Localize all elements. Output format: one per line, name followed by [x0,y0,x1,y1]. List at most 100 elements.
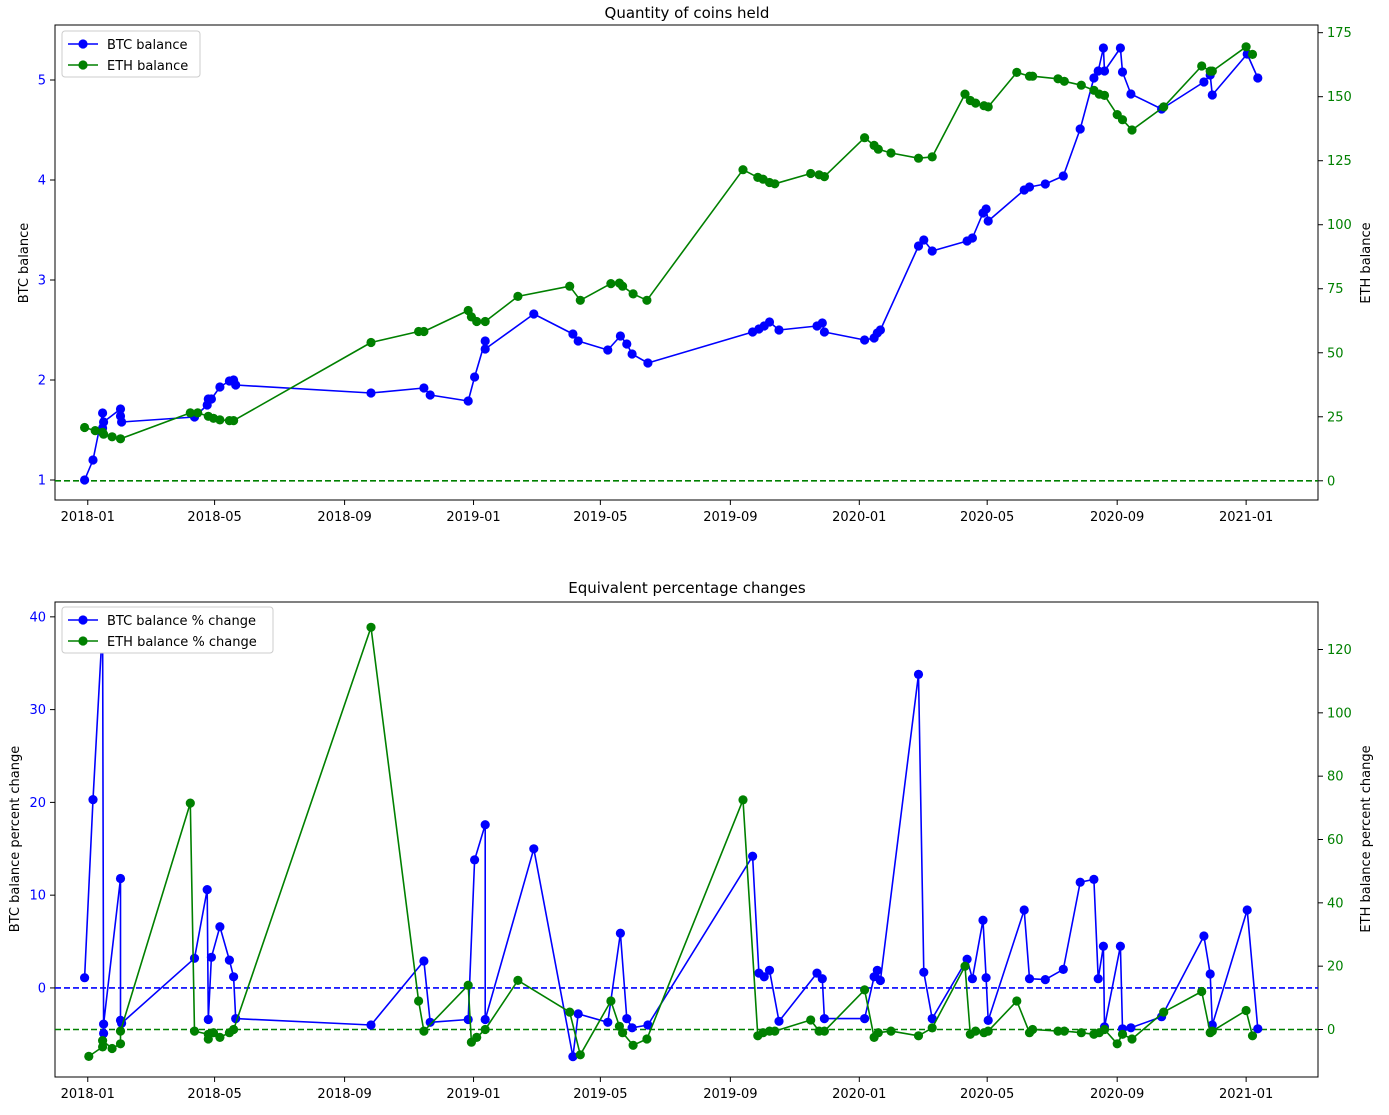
data-point [1126,1023,1136,1033]
data-point [806,1015,816,1025]
data-point [983,102,993,112]
data-point [419,383,429,393]
data-point [774,1016,784,1026]
data-point [919,235,929,245]
data-point [115,1039,126,1049]
data-point [1089,874,1099,885]
y-tick-label-right: 75 [1327,282,1344,297]
data-point [575,1050,585,1060]
data-point [419,326,429,337]
data-point [565,281,575,291]
data-point [618,1028,628,1038]
data-point [642,1034,652,1044]
data-point [962,954,972,964]
data-point [1205,969,1215,979]
x-tick-label: 2019-09 [703,1087,757,1102]
data-point [1099,90,1110,100]
data-point [1040,975,1050,985]
legend: BTC balance ETH balance [61,30,201,78]
y-tick-label-right: 175 [1327,26,1352,41]
data-point [1040,179,1050,189]
data-point [606,996,616,1006]
data-point [618,281,628,291]
data-point [229,972,239,982]
data-point [770,179,780,189]
data-point [774,325,784,335]
data-point [1112,1039,1122,1049]
legend-marker-eth [78,60,88,70]
data-point [185,798,195,808]
legend-label-eth: ETH balance [107,59,188,74]
data-point [860,335,870,345]
data-point [529,309,539,319]
legend-label-btc: BTC balance [107,38,188,53]
data-point [927,152,937,162]
data-point [770,1026,780,1036]
data-point [529,844,539,854]
data-point [1075,877,1085,887]
data-point [927,246,937,256]
data-point [927,1014,937,1024]
plot-area: 2018-01 2018-05 2018-09 2019-01 2019-05 2019-… [38,24,1352,525]
data-point [642,295,652,305]
y-tick-label-left: 5 [38,74,46,89]
percent-change-panel: Equivalent percentage changes BTC balanc… [8,579,1374,1102]
data-point [425,390,435,400]
data-point [806,168,816,179]
data-point [99,1019,109,1029]
y-tick-label-right: 50 [1327,346,1344,361]
data-point [627,349,637,359]
data-point [860,133,870,143]
data-point [764,317,775,327]
data-point [463,980,473,990]
data-point [1089,73,1099,83]
right-axis-label: ETH balance [1359,222,1374,303]
series-eth [80,42,1258,444]
chart-title: Quantity of coins held [605,4,770,22]
data-point [206,394,216,404]
data-point [1247,49,1258,60]
data-point [80,475,90,485]
x-tick-label: 2020-05 [960,1087,1014,1102]
data-point [90,426,100,436]
data-point [480,316,490,327]
data-point [860,985,870,995]
y-tick-label-right: 20 [1327,960,1344,975]
data-point [1207,1026,1217,1036]
data-point [117,417,127,427]
data-point [215,415,225,425]
data-point [193,408,203,418]
series-line [88,626,1254,1058]
data-point [366,337,376,348]
data-point [203,1014,213,1025]
data-point [98,1042,108,1052]
x-tick-label: 2020-09 [1090,1087,1144,1102]
data-point [819,172,830,182]
data-point [643,358,653,368]
x-tick-label: 2018-09 [317,510,371,525]
data-point [603,1017,613,1027]
data-point [1117,115,1128,125]
x-tick-label: 2020-01 [832,1087,886,1102]
data-point [229,416,239,426]
y-tick-label-right: 0 [1327,1023,1335,1038]
data-point [1241,1005,1251,1016]
y-tick-label-left: 0 [38,981,46,996]
data-point [189,1026,200,1036]
legend-label-eth: ETH balance % change [107,635,257,650]
data-point [231,380,241,390]
data-point [1115,43,1125,53]
data-point [913,241,924,251]
data-point [480,336,490,346]
left-axis-label: BTC balance [17,223,32,304]
x-tick-label: 2020-05 [960,510,1014,525]
data-point [1076,1028,1086,1038]
right-axis-label: ETH balance percent change [1359,745,1374,932]
y-tick-label-right: 120 [1327,643,1352,658]
y-tick-label-right: 60 [1327,833,1344,848]
data-point [1117,1029,1128,1039]
x-tick-label: 2019-01 [446,510,500,525]
data-point [927,1023,937,1033]
data-point [480,1024,490,1035]
x-tick-label: 2018-05 [187,1087,241,1102]
